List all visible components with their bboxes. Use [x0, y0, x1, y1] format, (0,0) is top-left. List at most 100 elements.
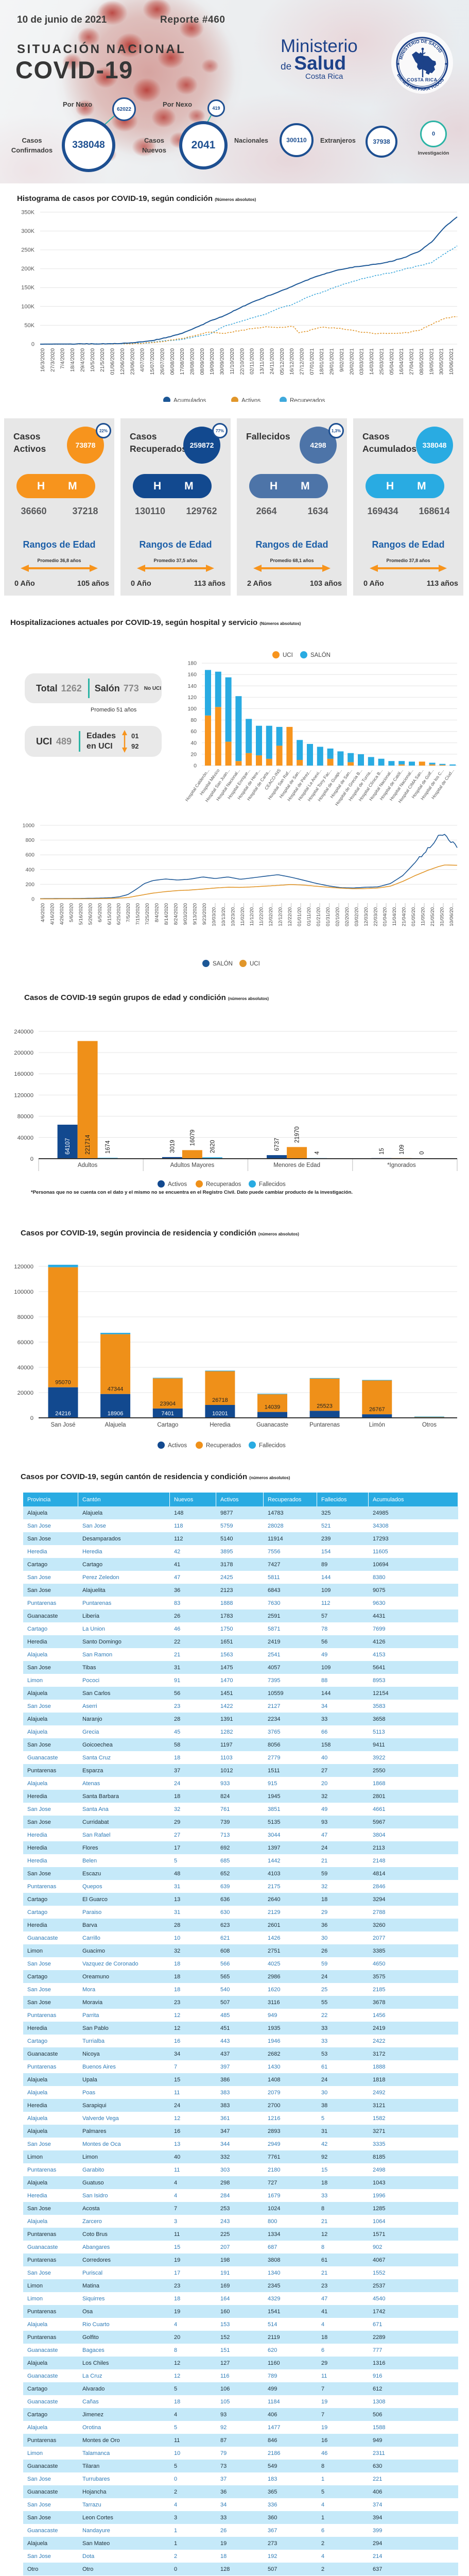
svg-text:UCI: UCI: [283, 652, 293, 658]
svg-text:140: 140: [187, 683, 197, 689]
svg-text:SALÓN: SALÓN: [213, 960, 233, 967]
svg-text:08/09/2020: 08/09/2020: [200, 348, 205, 375]
svg-text:7/15/2020: 7/15/2020: [135, 903, 141, 925]
svg-text:01/11/20...: 01/11/20...: [306, 903, 312, 926]
svg-text:28/08/2020: 28/08/2020: [190, 348, 196, 375]
svg-text:21970: 21970: [294, 1126, 301, 1143]
svg-text:18906: 18906: [108, 1411, 124, 1417]
svg-text:9/13/2020: 9/13/2020: [192, 903, 198, 925]
svg-text:100000: 100000: [14, 1289, 33, 1295]
svg-text:22/03/20...: 22/03/20...: [373, 903, 378, 926]
svg-text:6737: 6737: [274, 1138, 281, 1151]
svg-text:27/12/2020: 27/12/2020: [300, 348, 305, 375]
svg-text:5/26/2020: 5/26/2020: [88, 903, 93, 925]
svg-text:40000: 40000: [18, 1135, 33, 1141]
svg-text:7/5/2020: 7/5/2020: [126, 903, 131, 922]
svg-text:2620: 2620: [210, 1140, 216, 1154]
svg-text:240000: 240000: [14, 1029, 33, 1035]
svg-text:Activos: Activos: [168, 1443, 187, 1449]
svg-text:9/03/2020: 9/03/2020: [183, 903, 188, 925]
svg-text:06/08/2020: 06/08/2020: [170, 348, 176, 375]
svg-text:29/01/2021: 29/01/2021: [329, 348, 335, 375]
svg-text:19/05/2021: 19/05/2021: [429, 348, 435, 375]
svg-text:0: 0: [31, 342, 34, 348]
svg-text:08/05/2021: 08/05/2021: [419, 348, 425, 375]
svg-text:300K: 300K: [21, 228, 34, 234]
svg-text:25/03/2021: 25/03/2021: [379, 348, 385, 375]
svg-text:95070: 95070: [55, 1380, 71, 1386]
svg-text:01/21/20...: 01/21/20...: [316, 903, 322, 926]
svg-text:21/04/20...: 21/04/20...: [402, 903, 407, 926]
svg-text:5/6/2020: 5/6/2020: [68, 903, 74, 922]
svg-text:7/4/2020: 7/4/2020: [60, 348, 66, 369]
svg-text:Acumulados: Acumulados: [173, 398, 206, 402]
svg-text:30/09/2020: 30/09/2020: [220, 348, 225, 375]
svg-text:11/12/20...: 11/12/20...: [249, 903, 255, 926]
svg-text:18/01/2021: 18/01/2021: [319, 348, 325, 375]
svg-text:13/11/2020: 13/11/2020: [259, 348, 265, 375]
svg-text:*Ignorados: *Ignorados: [387, 1162, 416, 1168]
svg-text:4/07/2020: 4/07/2020: [140, 348, 146, 372]
svg-text:Menores de Edad: Menores de Edad: [273, 1162, 320, 1168]
svg-text:14039: 14039: [265, 1404, 281, 1411]
svg-text:4: 4: [315, 1151, 321, 1155]
svg-text:22/10/2020: 22/10/2020: [239, 348, 245, 375]
svg-text:05/12/2020: 05/12/2020: [280, 348, 285, 375]
svg-text:10/06/2021: 10/06/2021: [449, 348, 455, 375]
svg-text:14/03/2021: 14/03/2021: [369, 348, 375, 375]
svg-text:7/25/2020: 7/25/2020: [145, 903, 150, 925]
svg-text:11/04/20...: 11/04/20...: [392, 903, 397, 926]
svg-text:50K: 50K: [24, 323, 34, 329]
svg-text:01/01/20...: 01/01/20...: [297, 903, 303, 926]
svg-text:Puntarenas: Puntarenas: [309, 1422, 340, 1428]
svg-text:26718: 26718: [212, 1397, 228, 1403]
svg-text:25523: 25523: [317, 1403, 333, 1409]
svg-text:4/16/2020: 4/16/2020: [50, 903, 56, 925]
svg-text:160000: 160000: [14, 1071, 33, 1077]
svg-text:6/15/2020: 6/15/2020: [107, 903, 112, 925]
svg-text:24/11/2020: 24/11/2020: [269, 348, 275, 375]
svg-text:15: 15: [379, 1148, 385, 1155]
svg-text:120000: 120000: [14, 1092, 33, 1098]
svg-text:Adultos: Adultos: [78, 1162, 98, 1168]
svg-text:0: 0: [30, 1415, 33, 1421]
svg-text:12/22/20...: 12/22/20...: [287, 903, 293, 926]
svg-text:200: 200: [25, 882, 34, 888]
svg-text:4/26/2020: 4/26/2020: [59, 903, 65, 925]
svg-text:40: 40: [190, 740, 197, 746]
svg-text:60000: 60000: [18, 1340, 33, 1346]
svg-text:19/09/2020: 19/09/2020: [210, 348, 215, 375]
svg-text:31/05/20...: 31/05/20...: [440, 903, 445, 926]
svg-text:12/12/20...: 12/12/20...: [278, 903, 284, 926]
svg-text:SALÓN: SALÓN: [310, 652, 331, 658]
svg-text:250K: 250K: [21, 247, 34, 253]
svg-text:120000: 120000: [14, 1264, 33, 1270]
svg-text:7401: 7401: [162, 1411, 174, 1417]
svg-text:Adultos Mayores: Adultos Mayores: [170, 1162, 215, 1168]
svg-text:Guanacaste: Guanacaste: [256, 1422, 288, 1428]
svg-text:100K: 100K: [21, 303, 34, 310]
svg-text:11/05/20...: 11/05/20...: [421, 903, 426, 926]
svg-text:07/01/2021: 07/01/2021: [309, 348, 315, 375]
svg-text:Heredia: Heredia: [210, 1422, 231, 1428]
svg-text:10201: 10201: [212, 1411, 228, 1417]
svg-text:05/04/2021: 05/04/2021: [389, 348, 395, 375]
svg-text:UCI: UCI: [250, 961, 260, 967]
svg-text:800: 800: [25, 837, 34, 843]
svg-text:01/31/20...: 01/31/20...: [325, 903, 331, 926]
svg-text:150K: 150K: [21, 285, 34, 291]
svg-text:11/22/20...: 11/22/20...: [259, 903, 265, 926]
svg-text:8/24/2020: 8/24/2020: [173, 903, 179, 925]
svg-text:01/04/20...: 01/04/20...: [383, 903, 388, 926]
svg-text:02/10/20...: 02/10/20...: [335, 903, 340, 926]
svg-text:600: 600: [25, 852, 34, 858]
svg-text:27/3/2020: 27/3/2020: [50, 348, 56, 372]
svg-text:Recuperados: Recuperados: [290, 398, 325, 402]
svg-text:21/05/20...: 21/05/20...: [430, 903, 436, 926]
svg-text:10/5/2020: 10/5/2020: [90, 348, 96, 372]
svg-text:Recuperados: Recuperados: [206, 1181, 241, 1188]
svg-text:16/12/2020: 16/12/2020: [289, 348, 295, 375]
svg-text:23904: 23904: [160, 1401, 176, 1407]
svg-text:26/07/2020: 26/07/2020: [160, 348, 165, 375]
svg-text:180: 180: [187, 660, 197, 667]
